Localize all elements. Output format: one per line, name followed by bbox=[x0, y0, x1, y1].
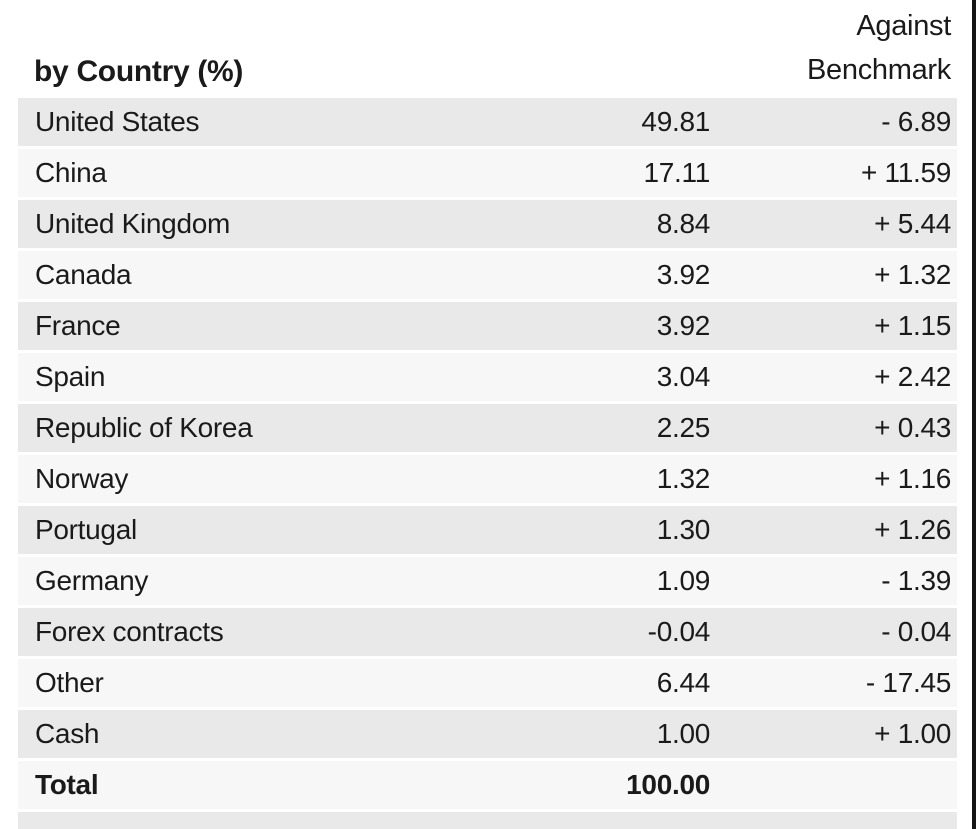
benchmark-delta: + 1.16 bbox=[874, 463, 951, 494]
benchmark-delta: + 0.43 bbox=[874, 412, 951, 443]
weight-value: 49.81 bbox=[641, 106, 710, 137]
table-row: Norway 1.32 + 1.16 bbox=[18, 455, 957, 503]
country-name: Canada bbox=[35, 259, 132, 290]
weight-value: 3.04 bbox=[656, 361, 711, 392]
table-row: Cash 1.00 + 1.00 bbox=[18, 710, 957, 758]
table-row: Forex contracts -0.04 - 0.04 bbox=[18, 608, 957, 656]
benchmark-delta: - 0.04 bbox=[881, 616, 951, 647]
benchmark-delta: + 1.15 bbox=[874, 310, 951, 341]
table-row: Portugal 1.30 + 1.26 bbox=[18, 506, 957, 554]
weight-value: 2.25 bbox=[656, 412, 711, 443]
table-row: Germany 1.09 - 1.39 bbox=[18, 557, 957, 605]
table-row: United Kingdom 8.84 + 5.44 bbox=[18, 200, 957, 248]
table-row: Canada 3.92 + 1.32 bbox=[18, 251, 957, 299]
weight-value: 3.92 bbox=[656, 310, 711, 341]
benchmark-delta: + 2.42 bbox=[874, 361, 951, 392]
weight-value: 3.92 bbox=[656, 259, 711, 290]
country-name: Other bbox=[35, 667, 104, 698]
benchmark-header-line2: Benchmark bbox=[807, 54, 951, 86]
benchmark-delta: - 17.45 bbox=[865, 667, 951, 698]
weight-value: 1.30 bbox=[656, 514, 711, 545]
total-value: 100.00 bbox=[626, 769, 710, 800]
table-row: Other 6.44 - 17.45 bbox=[18, 659, 957, 707]
country-name: Norway bbox=[35, 463, 129, 494]
benchmark-delta: - 1.39 bbox=[881, 565, 951, 596]
weight-value: 1.00 bbox=[656, 718, 711, 749]
country-name: Spain bbox=[35, 361, 106, 392]
weight-value: 8.84 bbox=[656, 208, 711, 239]
weight-value: 17.11 bbox=[643, 157, 711, 188]
weight-value: -0.04 bbox=[647, 616, 711, 647]
country-name: United Kingdom bbox=[35, 208, 231, 239]
table-row: Spain 3.04 + 2.42 bbox=[18, 353, 957, 401]
benchmark-delta: + 5.44 bbox=[874, 208, 951, 239]
benchmark-delta: + 1.00 bbox=[874, 718, 951, 749]
next-row-partial-strip bbox=[18, 812, 957, 829]
total-row: Total 100.00 bbox=[18, 761, 957, 809]
country-name: Republic of Korea bbox=[35, 412, 253, 443]
weight-value: 1.32 bbox=[656, 463, 711, 494]
benchmark-delta: + 11.59 bbox=[860, 157, 951, 188]
table-row: France 3.92 + 1.15 bbox=[18, 302, 957, 350]
table-title: by Country (%) bbox=[34, 55, 244, 88]
weight-value: 1.09 bbox=[656, 565, 711, 596]
country-name: Germany bbox=[35, 565, 149, 596]
right-border-rule bbox=[972, 0, 976, 829]
table-row: China 17.11 + 11.59 bbox=[18, 149, 957, 197]
table-body: United States 49.81 - 6.89 China 17.11 + 11.5… bbox=[18, 98, 957, 812]
weight-value: 6.44 bbox=[656, 667, 711, 698]
benchmark-header-line1: Against bbox=[856, 10, 951, 42]
country-name: China bbox=[35, 157, 107, 188]
benchmark-delta: + 1.26 bbox=[874, 514, 951, 545]
total-label: Total bbox=[35, 769, 99, 800]
benchmark-delta: - 6.89 bbox=[881, 106, 951, 137]
country-name: Forex contracts bbox=[35, 616, 224, 647]
table-row: United States 49.81 - 6.89 bbox=[18, 98, 957, 146]
country-name: France bbox=[35, 310, 121, 341]
country-name: Cash bbox=[35, 718, 100, 749]
country-name: United States bbox=[35, 106, 200, 137]
country-name: Portugal bbox=[35, 514, 137, 545]
table-row: Republic of Korea 2.25 + 0.43 bbox=[18, 404, 957, 452]
benchmark-column-header: Against Benchmark bbox=[807, 4, 951, 92]
table-header: by Country (%) Against Benchmark bbox=[0, 0, 977, 98]
benchmark-delta: + 1.32 bbox=[874, 259, 951, 290]
